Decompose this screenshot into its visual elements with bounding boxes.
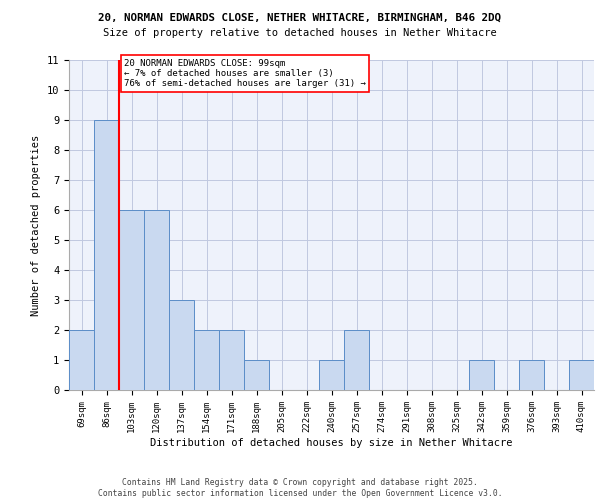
Bar xyxy=(144,210,169,390)
Text: 20 NORMAN EDWARDS CLOSE: 99sqm
← 7% of detached houses are smaller (3)
76% of se: 20 NORMAN EDWARDS CLOSE: 99sqm ← 7% of d… xyxy=(124,58,366,88)
Bar xyxy=(119,210,144,390)
Bar xyxy=(194,330,219,390)
Bar xyxy=(69,330,94,390)
Bar xyxy=(519,360,544,390)
Bar xyxy=(169,300,194,390)
X-axis label: Distribution of detached houses by size in Nether Whitacre: Distribution of detached houses by size … xyxy=(150,438,513,448)
Bar xyxy=(344,330,369,390)
Y-axis label: Number of detached properties: Number of detached properties xyxy=(31,134,41,316)
Bar xyxy=(94,120,119,390)
Bar xyxy=(569,360,594,390)
Bar xyxy=(219,330,244,390)
Text: Size of property relative to detached houses in Nether Whitacre: Size of property relative to detached ho… xyxy=(103,28,497,38)
Bar xyxy=(244,360,269,390)
Text: Contains HM Land Registry data © Crown copyright and database right 2025.
Contai: Contains HM Land Registry data © Crown c… xyxy=(98,478,502,498)
Text: 20, NORMAN EDWARDS CLOSE, NETHER WHITACRE, BIRMINGHAM, B46 2DQ: 20, NORMAN EDWARDS CLOSE, NETHER WHITACR… xyxy=(98,12,502,22)
Bar xyxy=(319,360,344,390)
Bar xyxy=(469,360,494,390)
